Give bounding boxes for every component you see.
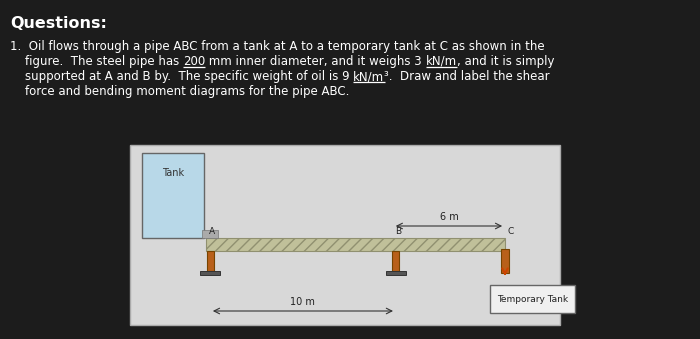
Bar [206,238,505,251]
Bar [501,249,509,273]
Text: force and bending moment diagrams for the pipe ABC.: force and bending moment diagrams for th… [10,85,349,98]
Text: figure.  The steel pipe has: figure. The steel pipe has [10,55,183,68]
Text: ³.  Draw and label the shear: ³. Draw and label the shear [384,70,550,83]
Text: , and it is simply: , and it is simply [456,55,554,68]
Bar [386,271,406,275]
Text: 6 m: 6 m [440,212,459,222]
Text: mm inner diameter, and it weighs 3: mm inner diameter, and it weighs 3 [205,55,426,68]
Bar [490,285,575,313]
Text: 1.  Oil flows through a pipe ABC from a tank at A to a temporary tank at C as sh: 1. Oil flows through a pipe ABC from a t… [10,40,545,53]
Bar [206,251,214,271]
Text: A: A [209,227,215,236]
Text: C: C [507,227,513,236]
Text: supported at A and B by.  The specific weight of oil is 9: supported at A and B by. The specific we… [10,70,354,83]
Bar [142,153,204,238]
Text: 10 m: 10 m [290,297,316,307]
Text: Questions:: Questions: [10,16,107,31]
Bar [200,271,220,275]
Bar [130,145,560,325]
Bar [393,251,400,271]
Bar [202,230,218,238]
Text: 200: 200 [183,55,205,68]
Text: B: B [395,227,401,236]
Text: kN/m: kN/m [426,55,456,68]
Text: kN/m: kN/m [354,70,384,83]
Text: Tank: Tank [162,168,184,178]
Text: Temporary Tank: Temporary Tank [497,295,568,303]
